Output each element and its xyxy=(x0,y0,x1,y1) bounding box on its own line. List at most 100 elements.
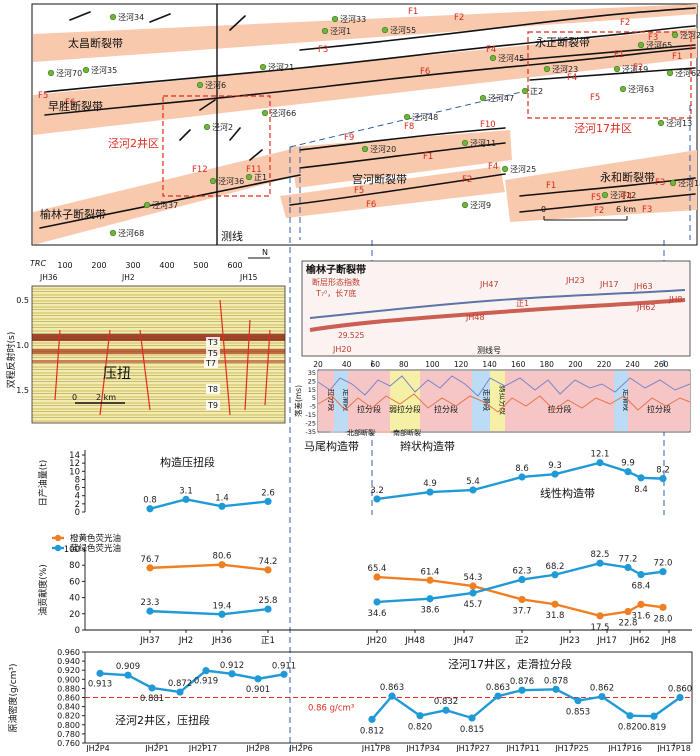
fluorescence-orange-right-point xyxy=(518,595,526,604)
well-label: 泾河63 xyxy=(628,84,654,94)
density-right-label: 0.832 xyxy=(434,697,458,707)
seismic-trace-tick: 400 xyxy=(159,261,174,270)
throw-segment-band xyxy=(505,371,614,431)
horizon-label: T9 xyxy=(207,401,218,410)
horizon-label-bg xyxy=(206,384,220,394)
well-marker xyxy=(143,201,151,209)
zone-label: 泾河17井区 xyxy=(574,121,632,135)
fault-label: F11 xyxy=(246,165,262,175)
density-x-tick: JH17P34 xyxy=(405,744,440,752)
well-label: 泾河6 xyxy=(205,80,226,90)
fluorescence-blue-left-label: 23.3 xyxy=(141,598,160,608)
horizon-label-bg xyxy=(206,337,220,347)
seismic-well-label: JH36 xyxy=(39,273,58,282)
density-right-label: 0.863 xyxy=(380,683,404,693)
fluorescence-orange-right-point xyxy=(596,612,604,620)
well-label: 正2 xyxy=(530,87,543,96)
attribute-subtitle-2: T₇⁰，长7底 xyxy=(315,288,356,298)
production-right-label: 3.2 xyxy=(370,486,384,496)
fluorescence-x-tick: JH2 xyxy=(178,636,193,646)
density-y-tick: 0.780 xyxy=(57,730,80,739)
fault-label: F12 xyxy=(192,165,208,175)
fault-label: F9 xyxy=(344,133,354,143)
fault-label: F4 xyxy=(486,45,496,55)
density-y-tick: 0.820 xyxy=(57,712,80,721)
throw-segment-label: 走滑段 xyxy=(342,389,352,412)
well-label: 泾河48 xyxy=(412,112,438,122)
well-marker xyxy=(47,69,55,77)
production-right-point xyxy=(659,475,667,483)
production-left-point xyxy=(264,497,272,506)
fault-trace xyxy=(299,142,506,169)
fault-attribute-panel: 榆林子断裂带 断层形态指数 T₇⁰，长7底 29.525 JH48 JH47 JH2… xyxy=(293,260,691,437)
throw-y-tick: -35 xyxy=(305,428,316,436)
well-marker xyxy=(203,123,211,131)
fault-label: F3 xyxy=(648,33,658,43)
fault-label: F10 xyxy=(480,120,496,130)
fault-map: 测线 0 6 km 泾河34 泾河33 泾河55 泾河1 泾河70 泾河35 泾河21 泾河4… xyxy=(31,3,700,755)
fault-trace xyxy=(39,174,301,229)
density-right-label: 0.820 xyxy=(618,723,642,733)
production-y-tick: 8 xyxy=(75,475,80,485)
fault-trace xyxy=(44,25,696,93)
density-y-tick: 0.960 xyxy=(57,648,80,657)
fault-label: F6 xyxy=(65,98,75,108)
density-right-label: 0.853 xyxy=(566,708,590,718)
fluorescence-orange-left-point xyxy=(264,566,272,574)
density-right-point xyxy=(442,706,450,714)
fluorescence-orange-right-label: 28.0 xyxy=(654,614,673,624)
well-label: 泾河1 xyxy=(330,26,351,36)
throw-y-tick: 25 xyxy=(308,377,316,385)
production-left-label: 3.1 xyxy=(179,486,193,496)
legend-blue-point xyxy=(54,544,62,552)
density-y-tick: 0.800 xyxy=(57,721,80,730)
attribute-fault-strip xyxy=(309,298,686,332)
fluorescence-orange-left-point xyxy=(218,561,226,569)
fault-label: F4 xyxy=(567,73,577,83)
density-x-tick: JH17P27 xyxy=(455,744,490,752)
production-right-label: 8.6 xyxy=(515,464,529,474)
density-right-label: 0.876 xyxy=(510,677,534,687)
well-label: 泾河21 xyxy=(268,62,294,72)
fluorescence-blue-left-point xyxy=(264,605,272,613)
density-y-tick: 0.760 xyxy=(57,739,80,748)
fluorescence-orange-right-label: 22.8 xyxy=(619,619,638,629)
legend-orange-point xyxy=(54,534,62,542)
fluorescence-x-tick: JH8 xyxy=(661,636,676,646)
fault-label: F1 xyxy=(614,50,624,60)
horizon-label: T5 xyxy=(207,349,218,358)
throw-y-tick: 5 xyxy=(312,394,316,402)
fluorescence-orange-right-point xyxy=(637,600,645,609)
attribute-well-label: JH20 xyxy=(332,345,352,354)
zone-label-right: 线性构造带 xyxy=(540,486,595,500)
density-right-point xyxy=(552,685,560,693)
density-right-point xyxy=(416,712,424,720)
well-label: 正1 xyxy=(254,173,267,182)
density-left-label: 0.919 xyxy=(194,677,218,687)
attribute-left-value: 29.525 xyxy=(338,331,364,340)
fluorescence-orange-left-label: 76.7 xyxy=(141,555,160,565)
production-right-point xyxy=(624,468,632,476)
fluorescence-orange-left-label: 80.6 xyxy=(213,552,232,562)
well-marker xyxy=(209,177,217,185)
attribute-well-label: JH17 xyxy=(599,280,619,289)
fluorescence-x-tick: JH37 xyxy=(139,636,160,646)
density-right-label: 0.819 xyxy=(642,723,666,733)
attribute-x-tick: 180 xyxy=(540,360,555,369)
throw-segment-label: 弱拉分段 xyxy=(389,404,421,414)
fault-label: F5 xyxy=(591,193,601,203)
density-left-label: 0.872 xyxy=(168,679,192,689)
throw-north-series xyxy=(317,375,691,397)
well-marker xyxy=(461,201,469,209)
fault-belt-label: 榆林子断裂带 xyxy=(40,207,106,221)
fluorescence-blue-right-point xyxy=(469,589,477,597)
seismic-trace-tick: 300 xyxy=(125,261,140,270)
throw-segment-label: 拉分段 xyxy=(548,404,572,414)
well-marker xyxy=(666,69,674,77)
fault-belt-label: 永正断裂带 xyxy=(535,35,590,49)
fluorescence-orange-right-point xyxy=(624,607,632,616)
fault-label: F3 xyxy=(642,205,652,215)
attribute-well-label: JH63 xyxy=(633,282,653,291)
density-right-point xyxy=(368,715,376,723)
